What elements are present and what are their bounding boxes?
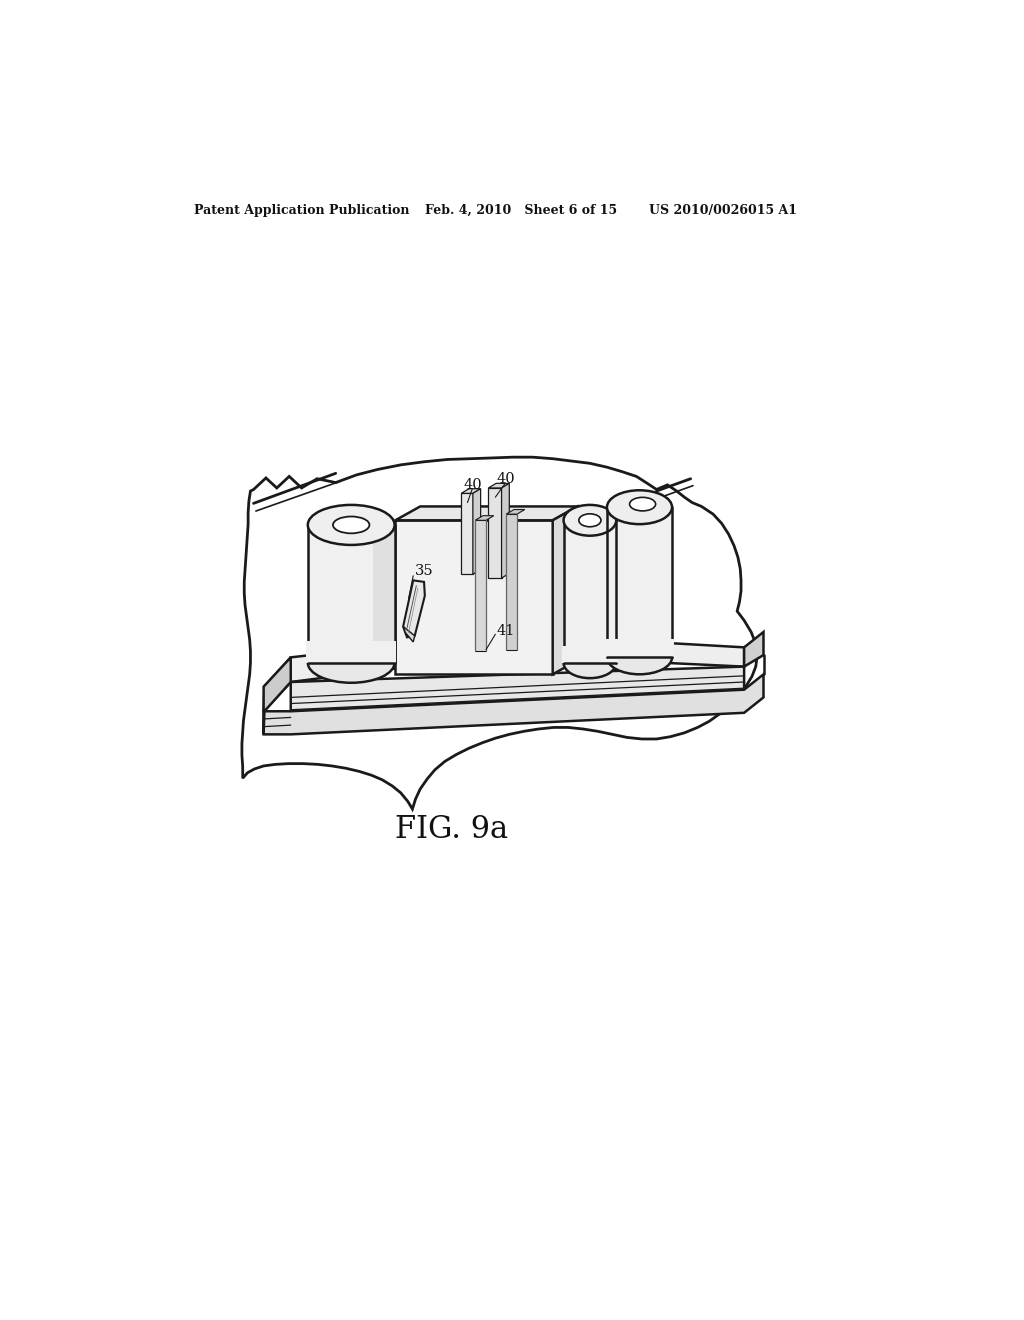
Polygon shape	[506, 510, 524, 515]
Ellipse shape	[607, 490, 672, 524]
Polygon shape	[403, 581, 425, 638]
Polygon shape	[475, 520, 486, 651]
Polygon shape	[395, 507, 578, 520]
Polygon shape	[473, 488, 480, 574]
Text: Patent Application Publication: Patent Application Publication	[194, 205, 410, 218]
Ellipse shape	[308, 643, 394, 682]
Polygon shape	[263, 675, 764, 734]
Polygon shape	[475, 516, 494, 520]
Polygon shape	[461, 494, 473, 574]
Ellipse shape	[563, 506, 616, 536]
Polygon shape	[291, 667, 744, 711]
Text: US 2010/0026015 A1: US 2010/0026015 A1	[649, 205, 797, 218]
Polygon shape	[744, 632, 764, 667]
Ellipse shape	[607, 640, 672, 675]
Polygon shape	[461, 488, 480, 494]
Polygon shape	[488, 483, 509, 488]
Polygon shape	[488, 488, 502, 578]
Polygon shape	[506, 515, 517, 649]
Text: 40: 40	[464, 478, 482, 492]
Polygon shape	[291, 634, 744, 682]
Polygon shape	[553, 507, 578, 675]
Ellipse shape	[333, 516, 370, 533]
Ellipse shape	[579, 513, 601, 527]
Ellipse shape	[308, 506, 394, 545]
Polygon shape	[373, 525, 394, 663]
Ellipse shape	[630, 498, 655, 511]
Text: 40: 40	[496, 473, 515, 487]
Polygon shape	[263, 657, 291, 734]
Polygon shape	[562, 645, 617, 663]
Polygon shape	[607, 507, 672, 657]
Ellipse shape	[563, 647, 616, 678]
Text: FIG. 9a: FIG. 9a	[395, 814, 509, 845]
Text: 35: 35	[415, 564, 433, 578]
Text: 41: 41	[497, 624, 515, 638]
Polygon shape	[395, 520, 553, 675]
Polygon shape	[502, 483, 509, 578]
Polygon shape	[242, 457, 758, 809]
Polygon shape	[403, 627, 415, 642]
Polygon shape	[563, 520, 616, 663]
Polygon shape	[308, 525, 394, 663]
Text: Feb. 4, 2010   Sheet 6 of 15: Feb. 4, 2010 Sheet 6 of 15	[425, 205, 616, 218]
Polygon shape	[605, 639, 674, 657]
Polygon shape	[263, 657, 291, 711]
Polygon shape	[306, 642, 396, 663]
